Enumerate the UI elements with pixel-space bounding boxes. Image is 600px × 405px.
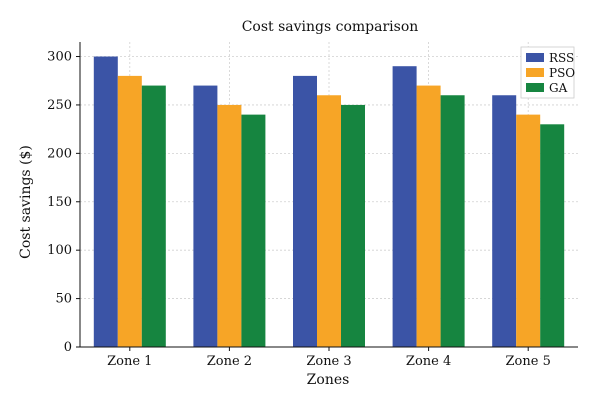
- bar-pso-2: [217, 104, 242, 347]
- bar-pso-1: [117, 75, 142, 347]
- axes: [76, 42, 578, 351]
- y-tick-label: 150: [47, 195, 72, 210]
- x-tick-label: Zone 5: [506, 354, 551, 369]
- bar-rss-5: [492, 95, 517, 347]
- y-tick-label: 250: [47, 98, 72, 113]
- chart-title: Cost savings comparison: [242, 19, 419, 35]
- bar-pso-3: [317, 95, 341, 347]
- x-tick-label: Zone 2: [207, 354, 252, 369]
- bar-rss-1: [93, 56, 118, 348]
- y-tick-label: 100: [47, 243, 72, 258]
- bar-rss-4: [392, 66, 417, 347]
- x-axis-title: Zones: [307, 372, 350, 388]
- bar-ga-1: [141, 85, 166, 348]
- legend-swatch-ga: [526, 83, 544, 92]
- bar-pso-4: [416, 85, 441, 348]
- y-axis-title: Cost savings ($): [18, 145, 34, 259]
- bar-ga-3: [341, 104, 365, 347]
- x-tick-label: Zone 4: [406, 354, 451, 369]
- bar-rss-3: [293, 75, 317, 347]
- bars: [93, 56, 565, 348]
- y-tick-label: 200: [47, 146, 72, 161]
- x-tick-label: Zone 1: [107, 354, 152, 369]
- y-tick-label: 0: [64, 340, 72, 355]
- legend-label-rss: RSS: [549, 51, 574, 65]
- legend-label-pso: PSO: [549, 66, 575, 80]
- bar-ga-2: [241, 114, 266, 347]
- bar-ga-5: [540, 124, 565, 347]
- bar-pso-5: [516, 114, 541, 347]
- legend-swatch-rss: [526, 53, 544, 62]
- y-tick-label: 50: [55, 292, 72, 307]
- legend-label-ga: GA: [549, 81, 568, 95]
- tick-labels: 0 50 100 150 200 250 300 Zone 1 Zone 2 Zone 3 Zone…: [47, 50, 551, 369]
- y-tick-label: 300: [47, 50, 72, 65]
- bar-ga-4: [440, 95, 465, 347]
- legend-swatch-pso: [526, 68, 544, 77]
- x-tick-label: Zone 3: [306, 354, 351, 369]
- bar-rss-2: [193, 85, 218, 348]
